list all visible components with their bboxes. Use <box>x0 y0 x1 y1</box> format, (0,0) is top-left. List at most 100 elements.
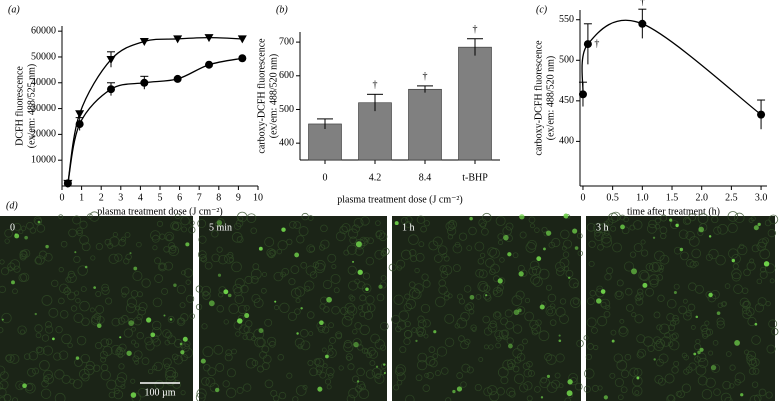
cell <box>113 387 120 394</box>
cell <box>335 231 346 242</box>
cell <box>559 257 570 268</box>
cell <box>456 317 468 329</box>
cell <box>712 340 719 346</box>
cell <box>335 331 343 339</box>
cell <box>466 366 474 374</box>
bright-cell <box>214 387 220 393</box>
cell <box>583 335 589 341</box>
cell <box>637 348 647 358</box>
cell <box>391 314 401 324</box>
cell <box>374 373 385 384</box>
cell <box>368 349 379 359</box>
cell <box>442 265 453 276</box>
cell <box>558 383 564 389</box>
cell <box>754 303 764 313</box>
cell <box>134 359 140 365</box>
cell <box>404 293 411 300</box>
cell <box>180 390 186 396</box>
cell <box>426 372 434 380</box>
cell <box>547 308 554 315</box>
cell <box>716 317 725 326</box>
cell <box>164 339 171 346</box>
bright-cell <box>675 223 679 228</box>
bright-cell <box>716 311 721 315</box>
bright-cell <box>754 322 758 326</box>
cell <box>299 329 309 338</box>
cell <box>167 335 177 345</box>
cell <box>346 244 358 255</box>
cell <box>185 279 191 285</box>
cell <box>164 389 172 397</box>
cell <box>114 253 123 262</box>
cell <box>347 363 355 371</box>
cell <box>171 353 179 361</box>
cell <box>501 329 510 338</box>
cell <box>555 267 565 276</box>
cell <box>432 353 439 359</box>
cell <box>618 326 629 337</box>
cell <box>456 372 464 379</box>
data-point <box>578 90 587 99</box>
cell <box>66 273 77 283</box>
cell <box>731 254 741 264</box>
cell <box>664 373 675 384</box>
cell <box>300 340 311 351</box>
cell <box>168 242 176 249</box>
cell <box>68 228 77 238</box>
cell <box>287 311 297 321</box>
cell <box>165 331 173 339</box>
cell <box>746 355 757 366</box>
cell <box>764 263 776 274</box>
cell <box>347 228 359 239</box>
cell <box>415 374 423 382</box>
cell <box>694 284 704 294</box>
cell <box>576 339 584 348</box>
cell <box>80 286 87 293</box>
cell <box>748 367 756 375</box>
cell <box>458 335 465 342</box>
cell <box>296 235 305 244</box>
cell <box>493 289 499 295</box>
cell <box>470 324 477 331</box>
cell <box>218 292 224 298</box>
cell <box>591 326 598 334</box>
cell <box>568 372 578 383</box>
error-bar <box>417 85 433 93</box>
bright-cell <box>37 220 41 224</box>
cell <box>326 384 332 390</box>
cell <box>114 376 126 388</box>
cell <box>500 376 509 385</box>
cell <box>593 222 604 234</box>
cell <box>597 385 603 391</box>
cell <box>747 316 757 327</box>
cell <box>239 324 249 335</box>
cell <box>757 297 767 307</box>
bright-cell <box>566 390 573 397</box>
cell <box>423 220 430 227</box>
cell <box>458 232 468 241</box>
bar <box>458 46 492 161</box>
cell <box>623 261 635 272</box>
cell <box>524 297 531 304</box>
bright-cell <box>558 334 561 337</box>
cell <box>563 239 573 249</box>
cell <box>438 279 446 287</box>
cell <box>607 212 619 224</box>
cell <box>395 366 405 377</box>
cell <box>274 305 280 311</box>
cell <box>366 352 372 359</box>
bright-cell <box>545 230 552 236</box>
micrograph <box>195 211 390 404</box>
cell <box>197 219 207 228</box>
y-tick-label: 700 <box>279 36 294 47</box>
cell <box>606 267 614 275</box>
cell <box>758 388 767 397</box>
cell <box>183 268 194 278</box>
cell <box>333 287 340 294</box>
cell <box>0 259 5 265</box>
cell <box>742 309 752 319</box>
cell <box>35 332 42 339</box>
cell <box>636 292 644 300</box>
cell <box>673 360 680 367</box>
cell <box>26 221 34 230</box>
